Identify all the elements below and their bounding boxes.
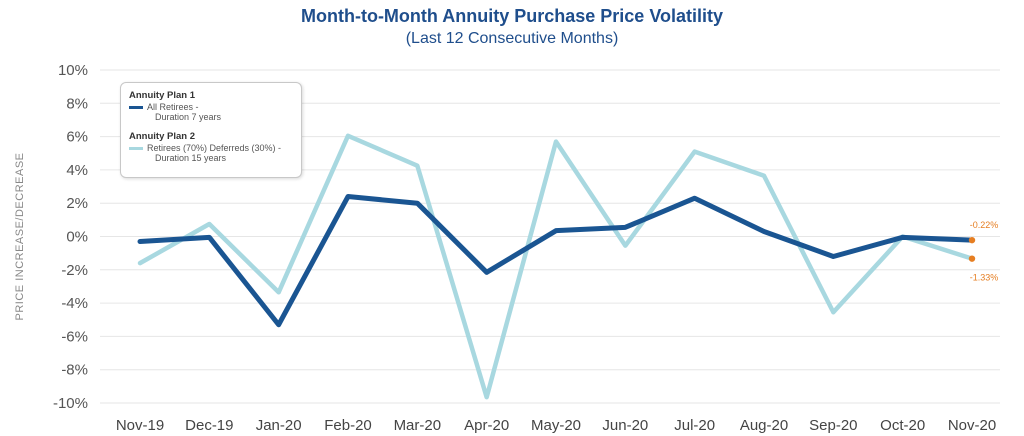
chart-subtitle: (Last 12 Consecutive Months) (405, 30, 619, 47)
y-tick-label: -2% (61, 262, 88, 279)
y-tick-label: 2% (66, 195, 88, 212)
y-tick-label: -4% (61, 295, 88, 312)
legend-group-1-label: Annuity Plan 1 (129, 90, 195, 101)
y-axis-title: PRICE INCREASE/DECREASE (14, 153, 26, 321)
y-tick-label: -10% (53, 395, 88, 412)
series-1-end-label: -0.22% (970, 220, 999, 230)
y-tick-label: -8% (61, 362, 88, 379)
x-tick-label: Aug-20 (740, 417, 788, 434)
series-2-end-marker (968, 255, 976, 262)
x-tick-label: Nov-20 (948, 417, 996, 434)
series-1-end-marker (968, 236, 976, 244)
x-tick-label: Apr-20 (464, 417, 509, 434)
y-tick-label: 6% (66, 129, 88, 146)
legend-series-1-line2: Duration 7 years (155, 112, 222, 122)
x-tick-label: Nov-19 (116, 417, 164, 434)
legend-swatch-series-1 (129, 106, 143, 109)
y-tick-label: 0% (66, 229, 88, 246)
x-tick-label: Dec-19 (185, 417, 233, 434)
legend-series-2-line1: Retirees (70%) Deferreds (30%) - (147, 143, 282, 153)
x-tick-label: Jan-20 (256, 417, 302, 434)
x-tick-label: Sep-20 (809, 417, 857, 434)
chart-title: Month-to-Month Annuity Purchase Price Vo… (300, 6, 723, 26)
legend-series-2-line2: Duration 15 years (155, 153, 227, 163)
x-tick-label: Jun-20 (602, 417, 648, 434)
x-tick-label: May-20 (531, 417, 581, 434)
legend-series-1-line1: All Retirees - (147, 102, 199, 112)
x-tick-label: Feb-20 (324, 417, 372, 434)
y-tick-label: 4% (66, 162, 88, 179)
x-tick-label: Jul-20 (674, 417, 715, 434)
series-2-line (137, 133, 975, 400)
x-tick-label: Oct-20 (880, 417, 925, 434)
legend-swatch-series-2 (129, 147, 143, 150)
y-tick-label: 10% (58, 62, 88, 79)
x-tick-label: Mar-20 (394, 417, 442, 434)
series-2-end-label: -1.33% (970, 273, 999, 283)
y-tick-label: -6% (61, 328, 88, 345)
series-1-line (137, 194, 975, 328)
chart-legend: Annuity Plan 1 All Retirees - Duration 7… (120, 82, 302, 178)
y-tick-label: 8% (66, 95, 88, 112)
legend-group-2-label: Annuity Plan 2 (129, 131, 195, 142)
